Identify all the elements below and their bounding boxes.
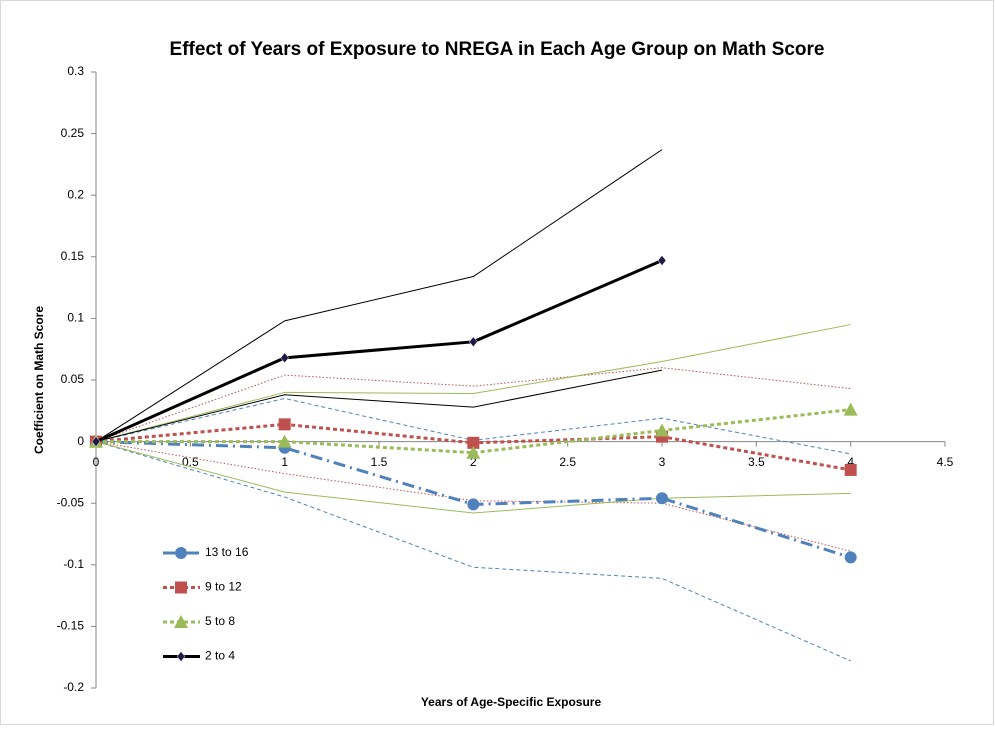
series-line xyxy=(95,324,851,443)
x-tick-label: 3.5 xyxy=(748,455,765,469)
series-line xyxy=(95,369,663,443)
marker xyxy=(467,498,480,511)
x-axis-label: Years of Age-Specific Exposure xyxy=(421,695,602,709)
marker xyxy=(91,436,101,448)
y-tick-label: 0.25 xyxy=(61,126,85,140)
y-tick-label: -0.15 xyxy=(57,619,85,633)
series-line xyxy=(96,408,851,455)
x-tick-label: 2 xyxy=(470,455,477,469)
marker xyxy=(656,492,668,505)
legend-label: 9 to 12 xyxy=(205,580,242,594)
marker xyxy=(278,418,291,431)
x-tick-label: 1 xyxy=(281,455,288,469)
marker xyxy=(174,615,188,628)
marker xyxy=(280,352,289,364)
legend-label: 5 to 8 xyxy=(205,614,235,628)
y-tick-label: 0.2 xyxy=(67,187,84,201)
marker xyxy=(176,651,186,662)
x-tick-label: 0 xyxy=(93,455,100,469)
y-tick-label: 0.1 xyxy=(67,311,84,325)
x-tick-label: 2.5 xyxy=(559,455,576,469)
marker xyxy=(277,434,292,448)
marker xyxy=(655,423,669,437)
marker xyxy=(844,551,857,564)
x-tick-label: 3 xyxy=(659,455,666,469)
marker xyxy=(466,445,481,459)
marker xyxy=(467,436,480,449)
y-tick-label: -0.2 xyxy=(63,680,84,694)
y-tick-label: -0.1 xyxy=(63,557,84,571)
chart-title: Effect of Years of Exposure to NREGA in … xyxy=(170,39,825,60)
marker xyxy=(175,547,187,559)
y-axis-label: Coefficient on Math Score xyxy=(32,306,46,454)
x-tick-label: 4.5 xyxy=(937,455,954,469)
x-tick-label: 1.5 xyxy=(371,455,388,469)
y-tick-label: 0.3 xyxy=(67,64,84,78)
series-line xyxy=(95,367,851,443)
y-tick-label: 0.05 xyxy=(61,372,85,386)
series-line xyxy=(95,149,663,443)
marker xyxy=(843,402,858,416)
y-tick-label: 0.15 xyxy=(61,249,85,263)
marker xyxy=(175,581,187,594)
series-line xyxy=(95,259,663,443)
y-tick-label: 0 xyxy=(77,434,84,448)
marker xyxy=(844,463,857,476)
legend-label: 13 to 16 xyxy=(205,545,249,559)
marker xyxy=(469,336,478,348)
series-line xyxy=(95,441,851,514)
legend-label: 2 to 4 xyxy=(205,649,235,663)
y-tick-label: -0.05 xyxy=(57,495,85,509)
marker xyxy=(657,255,667,266)
x-tick-label: 4 xyxy=(847,455,854,469)
